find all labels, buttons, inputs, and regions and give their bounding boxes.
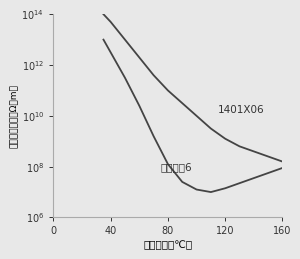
Text: ナイロン6: ナイロン6 [161,162,192,172]
X-axis label: 温　　度（℃）: 温 度（℃） [143,241,193,251]
Text: 1401X06: 1401X06 [218,105,265,115]
Y-axis label: 体積固有抵抗（Ω・m）: 体積固有抵抗（Ω・m） [8,84,17,148]
